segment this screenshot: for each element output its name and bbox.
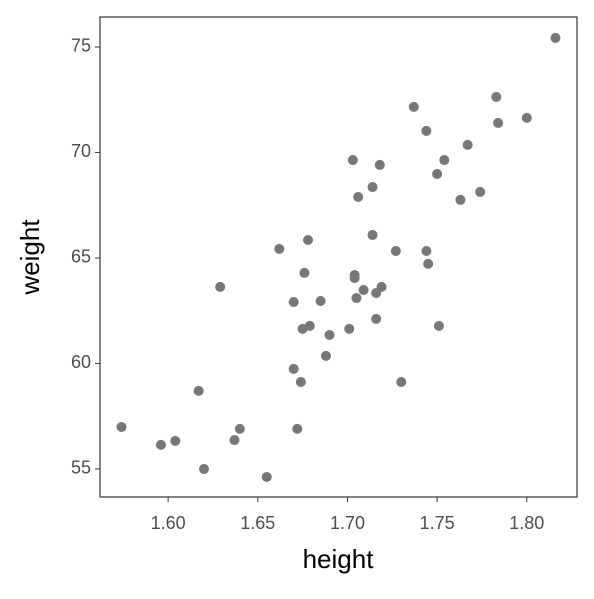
point bbox=[493, 117, 504, 128]
point bbox=[116, 421, 127, 432]
x-tick-label: 1.75 bbox=[420, 513, 455, 533]
point bbox=[155, 439, 166, 450]
point bbox=[295, 377, 306, 388]
point bbox=[439, 155, 450, 166]
point bbox=[423, 258, 434, 269]
point bbox=[491, 91, 502, 102]
x-tick-label: 1.70 bbox=[330, 513, 365, 533]
point bbox=[367, 229, 378, 240]
point bbox=[396, 377, 407, 388]
point bbox=[433, 320, 444, 331]
point bbox=[432, 168, 443, 179]
point bbox=[304, 320, 315, 331]
point bbox=[376, 281, 387, 292]
point bbox=[421, 125, 432, 136]
y-tick-label: 70 bbox=[71, 141, 91, 161]
point bbox=[288, 297, 299, 308]
x-tick-label: 1.80 bbox=[509, 513, 544, 533]
point bbox=[421, 245, 432, 256]
y-tick-label: 75 bbox=[71, 36, 91, 56]
point bbox=[288, 363, 299, 374]
point bbox=[199, 463, 210, 474]
x-tick-label: 1.60 bbox=[151, 513, 186, 533]
point bbox=[324, 329, 335, 340]
x-axis-title: height bbox=[303, 544, 375, 574]
point bbox=[550, 32, 561, 43]
point bbox=[229, 435, 240, 446]
point bbox=[234, 423, 245, 434]
point bbox=[521, 112, 532, 123]
point bbox=[274, 243, 285, 254]
point bbox=[408, 101, 419, 112]
y-tick-label: 65 bbox=[71, 247, 91, 267]
point bbox=[353, 191, 364, 202]
point bbox=[344, 323, 355, 334]
point bbox=[351, 293, 362, 304]
point bbox=[292, 423, 303, 434]
point bbox=[193, 385, 204, 396]
point bbox=[320, 350, 331, 361]
y-tick-label: 55 bbox=[71, 458, 91, 478]
point bbox=[315, 295, 326, 306]
point bbox=[367, 182, 378, 193]
point bbox=[371, 313, 382, 324]
point bbox=[299, 267, 310, 278]
panel-border bbox=[99, 16, 578, 498]
point bbox=[349, 272, 360, 283]
point bbox=[303, 235, 314, 246]
y-tick-label: 60 bbox=[71, 352, 91, 372]
point bbox=[390, 245, 401, 256]
point bbox=[170, 435, 181, 446]
point bbox=[261, 471, 272, 482]
point bbox=[347, 155, 358, 166]
point bbox=[462, 139, 473, 150]
y-axis-title: weight bbox=[15, 219, 45, 296]
point bbox=[455, 194, 466, 205]
point bbox=[215, 281, 226, 292]
point bbox=[475, 186, 486, 197]
point bbox=[374, 159, 385, 170]
x-tick-label: 1.65 bbox=[240, 513, 275, 533]
point bbox=[358, 285, 369, 296]
